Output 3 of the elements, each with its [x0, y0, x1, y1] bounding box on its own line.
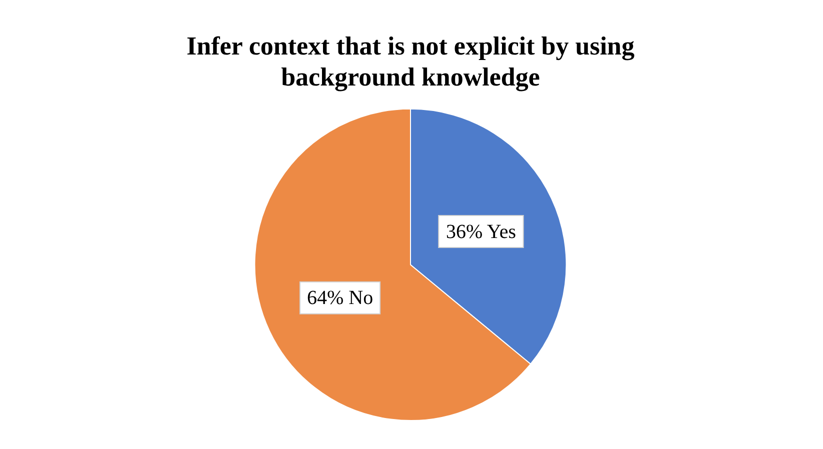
chart-title: Infer context that is not explicit by using background knowledge [186, 31, 635, 92]
slice-label: 64% No [306, 287, 374, 310]
slice-label: 36% Yes [446, 220, 516, 243]
